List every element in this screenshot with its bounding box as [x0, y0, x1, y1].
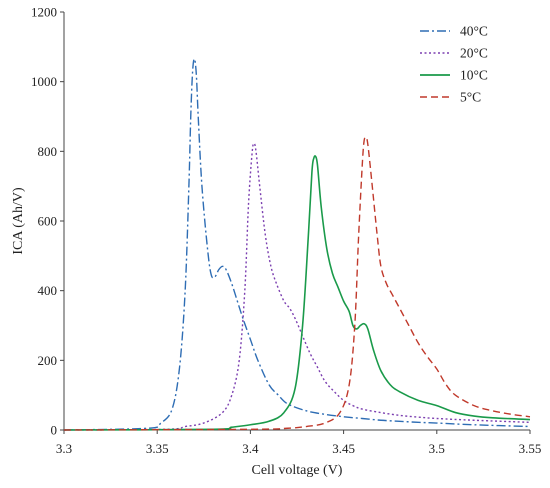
legend-label-1: 20°C	[460, 46, 488, 61]
y-tick-label: 200	[38, 353, 58, 368]
y-tick-label: 800	[38, 144, 58, 159]
legend-label-0: 40°C	[460, 24, 488, 39]
x-tick-label: 3.5	[429, 441, 445, 456]
axes: 0 200 400 600 800 1000 1200 3.3 3.35 3.4 3.45 3.5 3.…	[31, 5, 541, 457]
series-layer	[63, 58, 531, 431]
legend-label-2: 10°C	[460, 68, 488, 83]
y-tick-label: 1200	[31, 5, 57, 20]
legend-label-3: 5°C	[460, 90, 481, 105]
series-line-0	[63, 58, 531, 431]
y-tick-label: 0	[51, 423, 58, 438]
x-tick-label: 3.3	[56, 441, 72, 456]
y-axis-label: ICA (Ah/V)	[11, 187, 26, 255]
y-tick-label: 400	[38, 283, 58, 298]
series-line-3	[63, 136, 531, 431]
x-tick-label: 3.35	[146, 441, 169, 456]
x-tick-label: 3.55	[519, 441, 542, 456]
x-tick-label: 3.45	[332, 441, 355, 456]
x-axis-label: Cell voltage (V)	[252, 463, 343, 478]
y-tick-label: 600	[38, 214, 58, 229]
series-line-2	[63, 155, 531, 431]
x-tick-label: 3.4	[242, 441, 259, 456]
y-tick-label: 1000	[31, 74, 57, 89]
legend: 40°C 20°C 10°C 5°C	[420, 24, 488, 105]
series-line-1	[63, 142, 531, 431]
